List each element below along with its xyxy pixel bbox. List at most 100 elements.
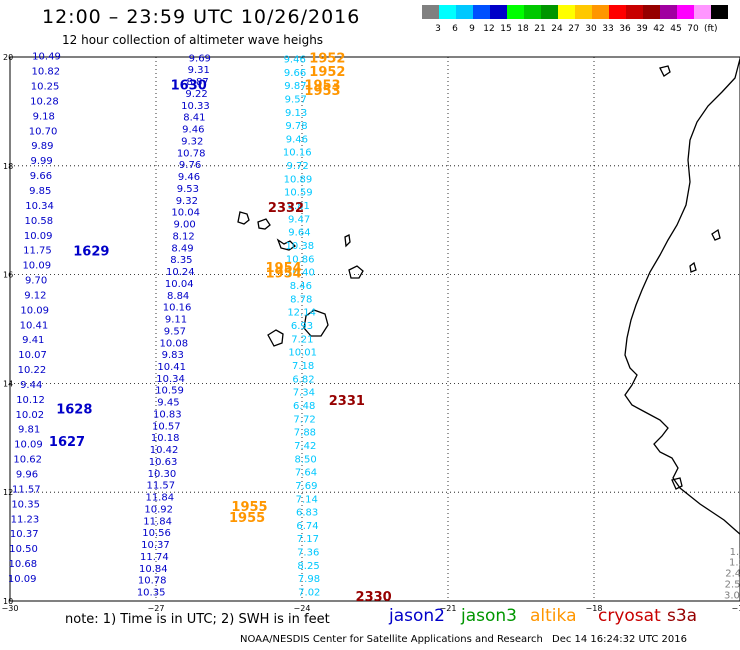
wave-height-label: 11.57 — [12, 484, 41, 495]
pass-number-label: 2331 — [329, 394, 365, 409]
wave-height-label: 9.44 — [20, 380, 42, 391]
map-grid — [9, 56, 740, 602]
wave-height-label: 7.17 — [297, 534, 319, 545]
wave-height-label: 12.14 — [287, 308, 316, 319]
legend-altika: altika — [530, 606, 577, 626]
legend-cryosat: cryosat — [598, 606, 661, 626]
wave-height-tracks: 10.49 10.82 10.25 10.28 9.18 10.70 9.89 9.99 9.6… — [8, 52, 740, 602]
scale-label: 70 — [687, 24, 699, 34]
scale-label: 9 — [469, 24, 475, 34]
wave-height-label: 7.69 — [295, 481, 317, 492]
wave-height-label: 10.33 — [181, 101, 210, 112]
wave-height-label: 9.22 — [185, 89, 207, 100]
wave-height-label: 8.50 — [295, 454, 317, 465]
wave-height-label: 10.09 — [20, 305, 49, 316]
wave-height-label: 10.68 — [9, 559, 38, 570]
wave-height-label: 9.99 — [31, 156, 53, 167]
pass-number-label: 1953 — [304, 84, 340, 99]
wave-height-label: 9.81 — [288, 201, 310, 212]
wave-height-label: 9.47 — [288, 214, 310, 225]
wave-height-label: 9.89 — [31, 141, 53, 152]
wave-height-label: 10.78 — [177, 148, 206, 159]
scale-label: 12 — [483, 24, 495, 34]
wave-height-label: 9.45 — [157, 398, 179, 409]
axis-tick-labels: −30 −27 −24 −21 −18 −15 20 18 16 14 12 10 — [2, 53, 740, 613]
wave-height-label: 10.30 — [148, 469, 177, 480]
scale-label: 15 — [500, 24, 512, 34]
scale-label: 42 — [653, 24, 665, 34]
wave-height-label: 9.72 — [286, 161, 308, 172]
wave-height-label: 10.09 — [14, 440, 43, 451]
legend-jason2: jason2 — [389, 606, 445, 626]
scale-label: 45 — [670, 24, 682, 34]
map-title: 12:00 – 23:59 UTC 10/26/2016 — [42, 6, 361, 28]
wave-height-label: 8.12 — [172, 231, 194, 242]
wave-height-label: 10.42 — [150, 445, 179, 456]
pass-labels: 1630162916281627195219521953195323321954… — [49, 51, 392, 605]
wave-height-label: 10.56 — [142, 528, 171, 539]
wave-height-label: 6.93 — [291, 321, 313, 332]
wave-height-label: 2.47 — [725, 569, 740, 580]
wave-height-label: 10.78 — [138, 576, 167, 587]
pass-number-label: 2330 — [356, 590, 392, 605]
wave-height-label: 9.00 — [174, 220, 196, 231]
wave-height-label: 9.76 — [179, 160, 201, 171]
wave-height-label: 10.07 — [18, 350, 47, 361]
scale-swatch — [490, 5, 507, 19]
coastline — [237, 56, 740, 535]
wave-height-label: 10.86 — [286, 254, 315, 265]
wave-height-label: 10.02 — [15, 410, 44, 421]
wave-height-label: 9.83 — [162, 350, 184, 361]
y-tick-label: 12 — [3, 488, 13, 497]
y-tick-label: 16 — [3, 271, 13, 280]
scale-swatch — [643, 5, 660, 19]
pass-number-label: 1953 — [304, 79, 340, 94]
wave-height-label: 6.74 — [296, 521, 318, 532]
x-tick-label: −27 — [148, 604, 165, 613]
pass-number-label: 1955 — [231, 500, 267, 515]
x-tick-label: −24 — [294, 604, 311, 613]
wave-height-label: 9.81 — [18, 425, 40, 436]
wave-height-label: 11.57 — [147, 481, 176, 492]
x-tick-label: −21 — [440, 604, 457, 613]
wave-height-label: 10.34 — [156, 374, 185, 385]
pass-number-label: 1629 — [73, 245, 109, 260]
scale-label: 18 — [517, 24, 529, 34]
scale-swatch — [507, 5, 524, 19]
scale-swatch — [592, 5, 609, 19]
wave-height-label: 9.46 — [178, 172, 200, 183]
scale-swatch — [575, 5, 592, 19]
wave-height-label: 9.78 — [285, 121, 307, 132]
y-tick-label: 20 — [3, 53, 13, 62]
wave-height-label: 7.21 — [291, 334, 313, 345]
wave-height-label: 10.16 — [163, 303, 192, 314]
wave-height-label: 10.09 — [22, 261, 51, 272]
wave-height-label: 10.24 — [166, 267, 195, 278]
scale-swatch — [626, 5, 643, 19]
wave-height-label: 10.49 — [32, 52, 61, 63]
wave-height-label: 10.16 — [283, 148, 312, 159]
scale-label: 6 — [452, 24, 458, 34]
wave-height-label: 10.08 — [160, 338, 189, 349]
scale-swatch — [677, 5, 694, 19]
wave-height-label: 10.62 — [13, 455, 42, 466]
wave-height-label: 9.96 — [16, 470, 38, 481]
wave-height-label: 8.25 — [297, 561, 319, 572]
wave-height-label: 6.48 — [293, 401, 315, 412]
wave-height-label: 9.32 — [176, 196, 198, 207]
scale-swatch — [558, 5, 575, 19]
wave-height-label: 8.35 — [170, 255, 192, 266]
wave-height-label: 10.41 — [157, 362, 186, 373]
legend-s3a: s3a — [667, 606, 698, 626]
wave-height-label: 10.25 — [31, 82, 60, 93]
wave-height-label: 10.04 — [165, 279, 194, 290]
wave-height-label: 9.13 — [285, 108, 307, 119]
wave-height-label: 9.46 — [284, 54, 306, 65]
pass-number-label: 1954 — [266, 266, 302, 281]
scale-label: 33 — [602, 24, 614, 34]
scale-label: 3 — [435, 24, 441, 34]
wave-height-label: 9.57 — [285, 94, 307, 105]
wave-height-label: 10.57 — [152, 421, 181, 432]
wave-height-label: 10.58 — [25, 216, 54, 227]
